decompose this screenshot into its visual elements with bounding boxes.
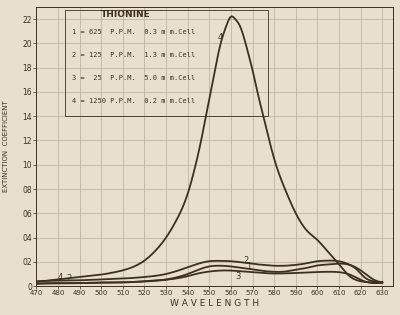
Text: 1: 1 bbox=[246, 262, 251, 271]
Text: 4: 4 bbox=[218, 33, 223, 42]
Text: 2: 2 bbox=[244, 256, 249, 265]
Text: 2 = 125  P.P.M.  1.3 m m.Cell: 2 = 125 P.P.M. 1.3 m m.Cell bbox=[72, 52, 195, 58]
Text: 2: 2 bbox=[66, 274, 72, 283]
X-axis label: W A V E L E N G T H: W A V E L E N G T H bbox=[170, 299, 259, 308]
Text: 1 = 625  P.P.M.  0.3 m m.Cell: 1 = 625 P.P.M. 0.3 m m.Cell bbox=[72, 29, 195, 35]
Text: THIONINE: THIONINE bbox=[100, 10, 150, 19]
Text: 3 =  25  P.P.M.  5.0 m m.Cell: 3 = 25 P.P.M. 5.0 m m.Cell bbox=[72, 75, 195, 81]
Bar bbox=[65, 10, 268, 116]
Text: 4: 4 bbox=[58, 272, 63, 282]
Text: EXTINCTION  COEFFICIENT: EXTINCTION COEFFICIENT bbox=[3, 101, 9, 192]
Text: 3: 3 bbox=[235, 272, 240, 281]
Text: 4 = 1250 P.P.M.  0.2 m m.Cell: 4 = 1250 P.P.M. 0.2 m m.Cell bbox=[72, 98, 195, 104]
